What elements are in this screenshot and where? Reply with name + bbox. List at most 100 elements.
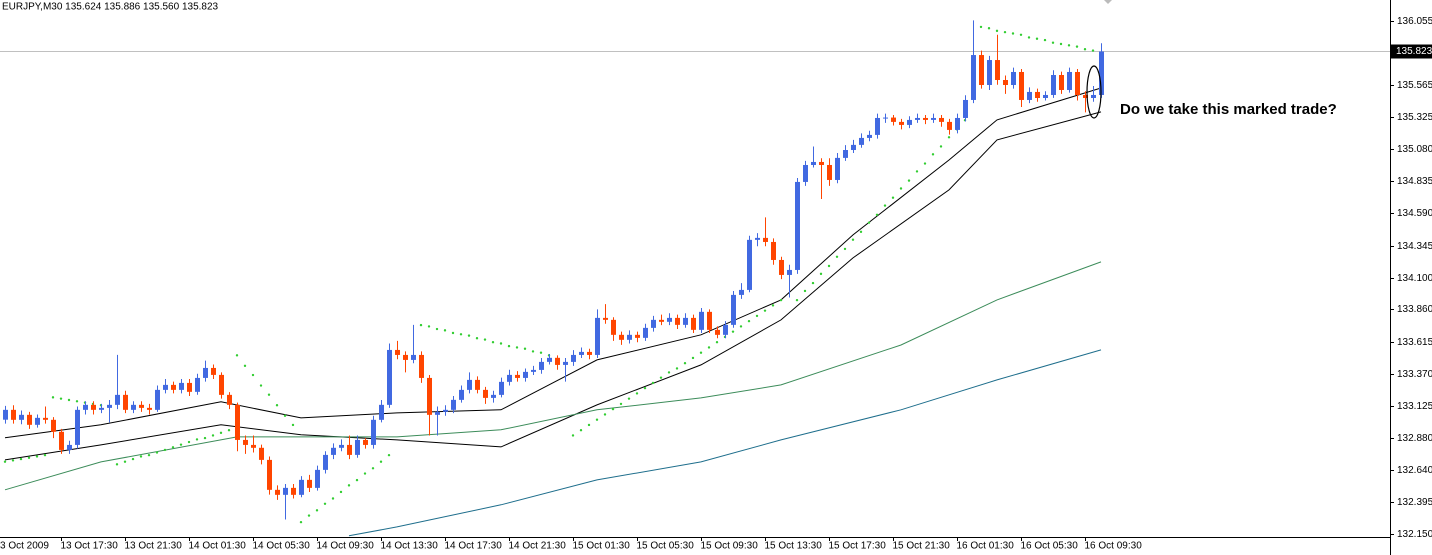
sar-dot [347, 484, 351, 487]
sar-dot [483, 338, 487, 341]
sar-dot [1035, 37, 1039, 40]
candle-body [531, 369, 536, 372]
candle-body [515, 374, 520, 378]
sar-dot [1043, 38, 1047, 42]
x-tick-label: 14 Oct 05:30 [253, 541, 311, 552]
sar-dot [243, 364, 247, 368]
candle-body [739, 289, 744, 295]
sar-dot [939, 145, 943, 148]
y-tick-label: 132.640 [1397, 465, 1432, 476]
sar-dot [603, 413, 607, 416]
y-tick-label: 134.590 [1397, 208, 1432, 219]
sar-dot [1083, 48, 1087, 51]
candle-body [843, 150, 848, 158]
sar-dot [459, 333, 463, 336]
x-tick-label: 14 Oct 01:30 [189, 541, 247, 552]
candle-body [707, 311, 712, 330]
candle-body [755, 237, 760, 240]
sar-dot [491, 340, 495, 344]
sar-dot [819, 272, 823, 276]
y-tick-label: 136.055 [1397, 16, 1432, 27]
sar-dot [339, 490, 343, 494]
candle-body [803, 164, 808, 182]
sar-dot [779, 298, 783, 302]
candle-body [995, 60, 1000, 80]
candle-body [179, 382, 184, 390]
sar-dot [619, 402, 623, 406]
candle-body [147, 407, 152, 410]
sar-dot [803, 289, 807, 293]
sar-dot [291, 423, 295, 427]
y-tick-label: 133.860 [1397, 304, 1432, 315]
sar-dot [163, 448, 167, 452]
candle-body [627, 334, 632, 340]
candle-body [251, 444, 256, 448]
x-tick-label: 16 Oct 09:30 [1085, 541, 1143, 552]
sar-dot [299, 520, 303, 524]
candle-body [347, 444, 352, 455]
sar-dot [427, 325, 431, 328]
candle-body [555, 357, 560, 365]
sar-dot [947, 136, 951, 139]
candle-body [507, 374, 512, 382]
sar-dot [147, 453, 151, 457]
sar-dot [323, 502, 327, 505]
x-tick-label: 15 Oct 09:30 [701, 541, 759, 552]
candle-body [587, 351, 592, 355]
sar-dot [507, 344, 511, 348]
sar-dot [979, 25, 983, 29]
sar-dot [843, 247, 847, 251]
moving-average [348, 349, 1102, 537]
moving-average [4, 87, 1102, 439]
y-tick-label: 132.150 [1397, 529, 1432, 540]
sar-dot [11, 459, 15, 462]
candle-body [963, 99, 968, 118]
candle-body [747, 239, 752, 290]
x-tick-label: 3 Oct 2009 [0, 541, 49, 552]
sar-dot [235, 354, 239, 357]
sar-dot [195, 438, 199, 441]
sar-dot [755, 314, 759, 318]
sar-dot [771, 304, 775, 307]
candle-body [411, 354, 416, 360]
sar-dot [539, 351, 543, 354]
candle-body [467, 379, 472, 390]
sar-dot [811, 281, 815, 285]
candle-body [371, 419, 376, 445]
candle-body [675, 317, 680, 325]
sar-dot [867, 221, 871, 224]
candle-body [435, 411, 440, 415]
candle-body [651, 319, 656, 328]
candle-body [659, 319, 664, 322]
candle-body [915, 117, 920, 120]
candle-body [451, 399, 456, 410]
candle-body [267, 459, 272, 490]
annotation: Do we take this marked trade? [1120, 101, 1337, 118]
sar-dot [443, 329, 447, 332]
candle-body [19, 414, 24, 420]
candle-body [155, 389, 160, 410]
candle-body [43, 417, 48, 420]
y-tick-label: 134.345 [1397, 241, 1432, 252]
candle-body [323, 454, 328, 470]
plot-area [0, 20, 1390, 537]
sar-dot [875, 213, 879, 216]
candle-body [795, 181, 800, 270]
candle-body [859, 137, 864, 145]
candle-body [123, 394, 128, 410]
sar-dot [475, 337, 479, 340]
candle-body [771, 241, 776, 260]
candle-body [923, 117, 928, 120]
candle-body [1019, 71, 1024, 100]
y-tick-label: 134.835 [1397, 176, 1432, 187]
y-tick-label: 132.395 [1397, 497, 1432, 508]
sar-dot [139, 455, 143, 458]
y-tick-label: 133.370 [1397, 369, 1432, 380]
sar-dot [859, 230, 863, 234]
candle-body [875, 117, 880, 135]
x-tick-label: 16 Oct 05:30 [1021, 541, 1079, 552]
candle-body [355, 439, 360, 455]
candle-body [723, 324, 728, 335]
candle-body [563, 361, 568, 365]
sar-dot [499, 342, 503, 345]
